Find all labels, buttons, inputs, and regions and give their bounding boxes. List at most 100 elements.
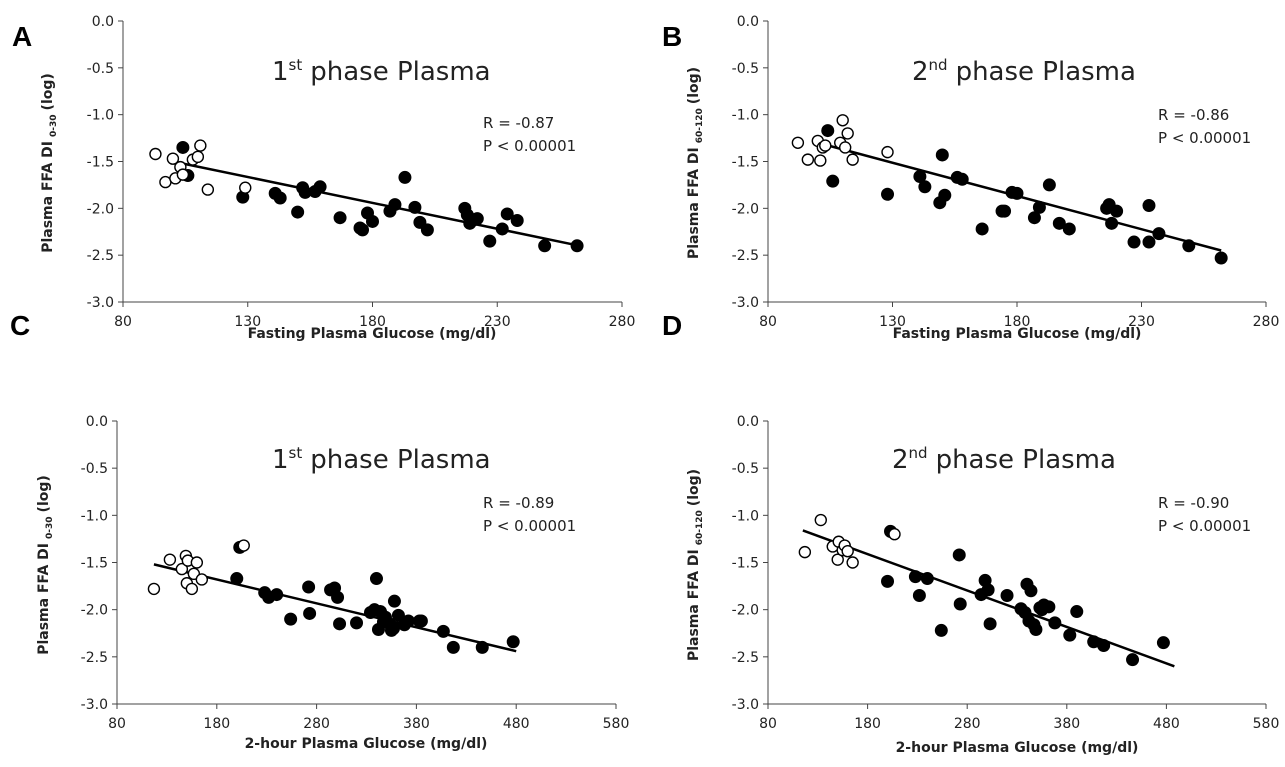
filled-data-point [983,617,997,631]
open-data-point [191,150,205,164]
x-axis-label: Fasting Plasma Glucose (mg/dl) [893,326,1142,342]
filled-data-point [506,635,520,649]
panel-letter: D [662,310,682,341]
panel-title-text: phase Plasma [310,57,490,87]
y-tick-label: -3.0 [87,295,114,311]
y-tick-label: -2.5 [732,248,759,264]
regression-line [802,529,1175,668]
x-tick-label: 280 [954,716,981,732]
x-tick-label: 180 [203,716,230,732]
filled-data-point [1214,251,1228,265]
open-data-point [888,528,901,541]
filled-data-point [908,570,922,584]
y-axis-label-unit: (log) [686,67,702,104]
open-data-point [841,127,854,140]
y-tick-label: -1.5 [732,556,759,572]
filled-data-point [331,590,345,604]
filled-data-point [1063,628,1077,642]
filled-data-point [913,169,927,183]
y-axis-label-main: Plasma FFA DI [686,147,702,259]
filled-data-point [176,140,190,154]
filled-data-point [1110,204,1124,218]
y-axis-label-unit: (log) [36,475,52,512]
filled-data-point [470,212,484,226]
y-axis-label-unit: (log) [686,469,702,506]
filled-data-point [1097,639,1111,653]
panel-c: C0.0-0.5-1.0-1.5-2.0-2.5-3.080 180 280 380 4… [10,310,629,752]
open-data-point [237,539,250,552]
panel-letter: B [662,21,682,52]
filled-data-point [369,572,383,586]
filled-data-point [935,148,949,162]
panel-title-text: phase Plasma [310,445,490,475]
x-tick-label: 580 [603,716,630,732]
filled-data-point [302,580,316,594]
filled-data-point [821,124,835,138]
filled-data-point [446,640,460,654]
p-value: P < 0.00001 [1158,129,1251,147]
open-data-point [846,556,859,569]
regression-line [153,563,517,653]
open-data-point [791,136,805,149]
x-axis-label: 2-hour Plasma Glucose (mg/dl) [245,736,488,752]
filled-data-point [483,234,497,248]
y-tick-label: -1.5 [81,556,108,572]
filled-data-point [398,170,412,184]
y-axis-label-main: Plasma FFA DI [686,549,702,661]
filled-data-point [1105,216,1119,230]
y-axis-label-subscript: 0-30 [45,516,55,539]
y-tick-label: 0.0 [737,414,759,430]
x-tick-label: 230 [1128,314,1155,330]
y-tick-label: -3.0 [732,295,759,311]
panel-title: 1st phase Plasma [272,444,491,475]
filled-data-point [1156,636,1170,650]
filled-data-point [938,188,952,202]
filled-data-point [1042,178,1056,192]
filled-data-point [1152,227,1166,241]
filled-data-point [918,180,932,194]
filled-data-point [414,614,428,628]
filled-data-point [401,614,415,628]
open-data-point [838,141,852,154]
y-axis-label-subscript: 60-120 [695,510,705,545]
filled-data-point [510,214,524,228]
y-axis-label-main: Plasma FFA DI [40,141,56,253]
open-data-point [881,145,894,159]
x-tick-label: 80 [108,716,126,732]
panel-title-superscript: st [289,444,303,462]
panel-title-text: phase Plasma [956,57,1136,87]
x-axis-label: Fasting Plasma Glucose (mg/dl) [248,326,497,342]
correlation-r: R = -0.86 [1158,106,1229,124]
y-tick-label: -1.5 [732,155,759,171]
x-tick-label: 380 [403,716,430,732]
filled-data-point [538,239,552,253]
correlation-r: R = -0.87 [483,114,554,132]
y-tick-label: 0.0 [737,14,759,30]
filled-data-point [391,608,405,622]
y-axis-label: Plasma FFA DI 0-30 (log) [40,73,59,253]
filled-data-point [1032,200,1046,214]
filled-data-point [1042,600,1056,614]
x-tick-label: 180 [854,716,881,732]
y-axis-label-main: Plasma FFA DI [36,543,52,655]
y-axis-label: Plasma FFA DI 60-120 (log) [686,67,705,259]
filled-data-point [1024,584,1038,598]
correlation-r: R = -0.90 [1158,494,1229,512]
panel-letter: A [12,21,32,52]
y-tick-label: -2.5 [732,650,759,666]
filled-data-point [388,198,402,212]
x-tick-label: 280 [1253,314,1280,330]
y-axis-label: Plasma FFA DI 0-30 (log) [36,475,55,655]
correlation-r: R = -0.89 [483,494,554,512]
filled-data-point [826,174,840,188]
filled-data-point [291,205,305,219]
filled-data-point [1142,199,1156,213]
x-tick-label: 80 [759,716,777,732]
filled-data-point [387,594,401,608]
y-tick-label: -0.5 [732,61,759,77]
open-data-point [201,183,215,196]
p-value: P < 0.00001 [483,517,576,535]
filled-data-point [975,222,989,236]
y-tick-label: -0.5 [81,461,108,477]
x-tick-label: 380 [1053,716,1080,732]
